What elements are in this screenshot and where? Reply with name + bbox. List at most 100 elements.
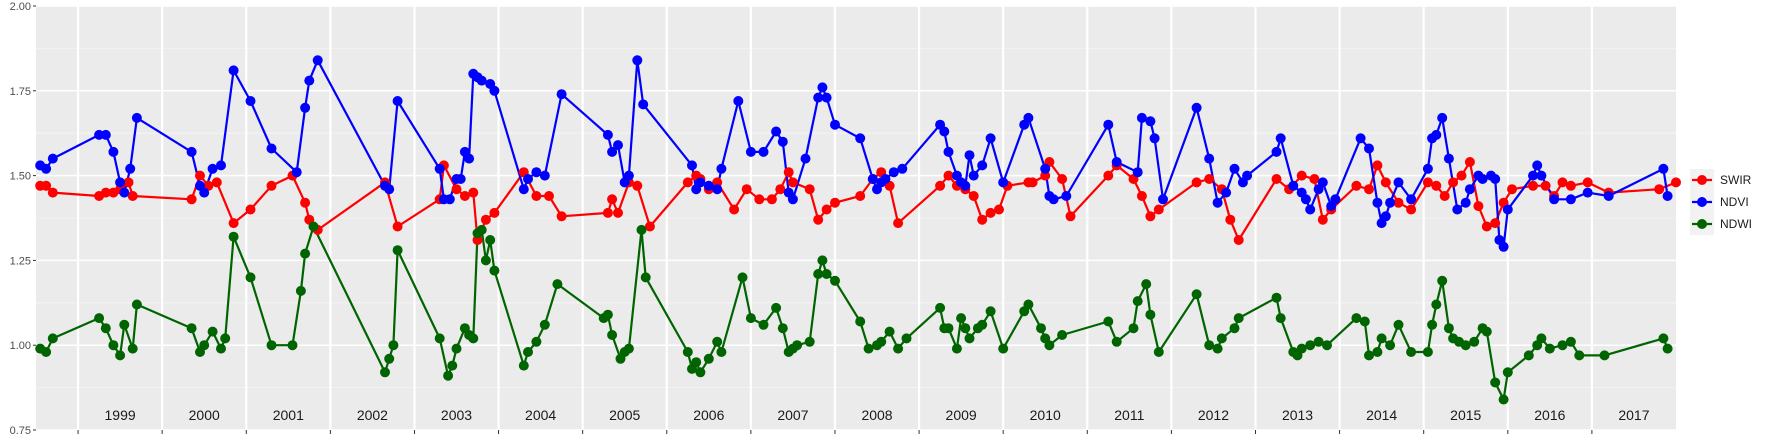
data-point-ndwi: [287, 340, 298, 351]
data-point-ndvi: [245, 96, 256, 106]
data-point-ndwi: [876, 336, 887, 347]
data-point-ndwi: [855, 316, 866, 327]
data-point-ndwi: [985, 306, 996, 317]
data-point-ndvi: [777, 136, 788, 147]
y-tick-label: 2.00: [10, 1, 31, 13]
data-point-swir: [1372, 160, 1383, 171]
data-point-ndwi: [1544, 343, 1555, 354]
data-point-ndvi: [228, 65, 239, 76]
data-point-ndwi: [792, 340, 803, 351]
data-point-ndvi: [632, 55, 643, 66]
legend-key-marker: [1697, 219, 1707, 229]
data-point-ndvi: [1040, 163, 1051, 174]
data-point-ndwi: [1372, 347, 1383, 357]
data-point-ndvi: [1132, 167, 1143, 178]
y-tick-label: 0.75: [10, 425, 31, 437]
data-point-ndwi: [41, 347, 52, 357]
data-point-swir: [300, 197, 311, 208]
year-label: 2014: [1366, 407, 1397, 423]
data-point-ndwi: [518, 360, 529, 371]
data-point-ndwi: [821, 269, 832, 279]
data-point-swir: [266, 180, 277, 191]
data-point-ndvi: [304, 75, 315, 86]
data-point-swir: [994, 204, 1004, 215]
data-point-ndwi: [108, 340, 119, 351]
data-point-ndwi: [480, 255, 491, 266]
data-point-swir: [1271, 174, 1282, 184]
data-point-swir: [1145, 211, 1156, 222]
data-point-ndwi: [1574, 350, 1585, 361]
data-point-ndvi: [977, 160, 988, 171]
data-point-swir: [830, 197, 840, 208]
data-point-ndvi: [758, 146, 769, 157]
data-point-ndvi: [602, 129, 613, 140]
year-label: 2009: [946, 407, 977, 423]
data-point-ndvi: [207, 163, 218, 174]
data-point-ndvi: [518, 184, 529, 195]
data-point-ndwi: [1044, 340, 1055, 351]
data-point-swir: [392, 221, 403, 232]
data-point-ndwi: [682, 347, 693, 357]
data-point-swir: [1364, 184, 1374, 195]
year-label: 2007: [777, 407, 808, 423]
data-point-ndwi: [1565, 336, 1576, 347]
data-point-ndvi: [1048, 194, 1059, 205]
data-point-ndwi: [1233, 313, 1244, 324]
data-point-swir: [1448, 177, 1459, 188]
data-point-ndwi: [523, 347, 533, 357]
data-point-ndwi: [1141, 279, 1152, 290]
data-point-ndwi: [1523, 350, 1534, 361]
data-point-ndvi: [1149, 133, 1160, 144]
data-point-ndwi: [1460, 340, 1471, 351]
data-point-ndvi: [897, 163, 908, 174]
data-point-ndvi: [1271, 146, 1282, 157]
data-point-swir: [1422, 177, 1433, 188]
data-point-ndvi: [444, 194, 455, 205]
data-point-ndwi: [94, 313, 105, 324]
data-point-ndwi: [977, 319, 988, 330]
data-point-ndwi: [636, 224, 647, 235]
data-point-ndwi: [47, 333, 58, 344]
data-point-swir: [1481, 221, 1492, 232]
data-point-swir: [556, 211, 567, 222]
data-point-ndvi: [1431, 129, 1442, 140]
data-point-ndvi: [964, 150, 975, 161]
data-point-ndvi: [787, 194, 798, 205]
legend-label-ndvi: NDVI: [1720, 195, 1749, 209]
data-point-ndvi: [1317, 177, 1328, 188]
data-point-swir: [855, 191, 866, 201]
data-point-ndvi: [695, 177, 706, 188]
data-point-ndwi: [745, 313, 756, 324]
data-point-ndwi: [384, 353, 395, 364]
data-point-ndvi: [821, 92, 832, 103]
data-point-ndvi: [1145, 116, 1156, 127]
y-tick-label: 1.00: [10, 340, 31, 352]
data-point-ndwi: [1153, 347, 1164, 357]
y-tick-label: 1.25: [10, 255, 31, 267]
data-point-ndwi: [1145, 309, 1156, 320]
data-point-ndvi: [464, 153, 475, 164]
data-point-swir: [1406, 204, 1417, 215]
data-point-swir: [1380, 177, 1391, 188]
data-point-swir: [41, 180, 52, 191]
data-point-ndwi: [1296, 343, 1307, 354]
data-point-ndvi: [733, 96, 744, 106]
data-point-ndvi: [1061, 191, 1072, 201]
data-point-ndvi: [623, 170, 634, 181]
data-point-ndwi: [485, 235, 496, 245]
data-point-ndwi: [1469, 336, 1480, 347]
year-label: 2004: [525, 407, 556, 423]
data-point-swir: [1431, 180, 1442, 191]
data-point-ndvi: [867, 174, 878, 184]
data-point-ndwi: [804, 336, 815, 347]
year-label: 2016: [1534, 407, 1565, 423]
data-point-swir: [644, 221, 655, 232]
data-point-ndwi: [131, 299, 142, 310]
data-point-ndvi: [1305, 204, 1316, 215]
data-point-ndvi: [1136, 112, 1147, 123]
data-point-swir: [480, 214, 491, 225]
data-point-ndwi: [308, 221, 319, 232]
data-point-ndwi: [956, 313, 967, 324]
data-point-ndvi: [531, 167, 542, 178]
data-point-ndvi: [1460, 197, 1471, 208]
